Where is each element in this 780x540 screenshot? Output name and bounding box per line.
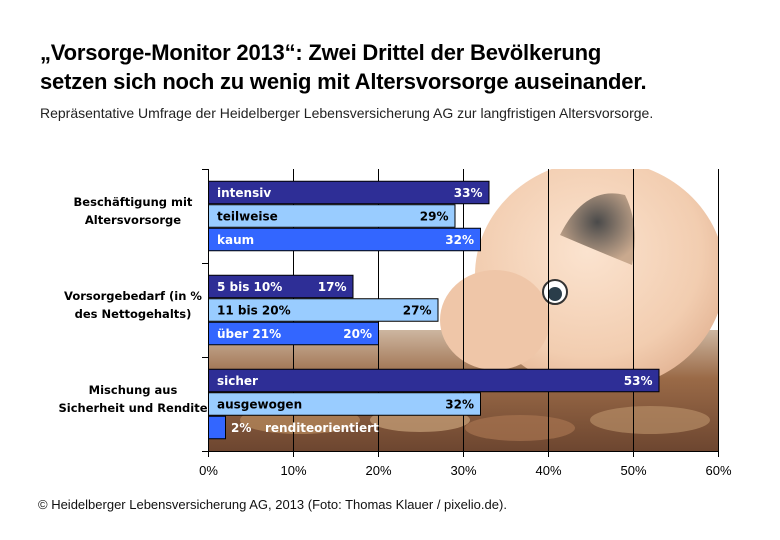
bar-value-label: 17% — [318, 280, 347, 294]
bar — [208, 392, 481, 416]
bar-category-label: über 21% — [217, 327, 281, 341]
coin — [465, 415, 575, 441]
bar-category-label: ausgewogen — [217, 398, 302, 412]
x-tick-label: 60% — [705, 463, 731, 478]
copyright-footer: © Heidelberger Lebensversicherung AG, 20… — [38, 497, 507, 512]
bar — [208, 368, 660, 393]
bar-value-label: 33% — [454, 186, 483, 200]
bar — [208, 415, 226, 440]
pig-snout — [440, 270, 550, 370]
bar-category-label: kaum — [217, 233, 254, 247]
x-tick-label: 10% — [280, 463, 306, 478]
bar-category-label: teilweise — [217, 210, 278, 224]
bar — [208, 321, 379, 346]
category-label: des Nettogehalts) — [75, 307, 192, 321]
bar — [208, 274, 354, 299]
chart-subtitle: Repräsentative Umfrage der Heidelberger … — [40, 105, 654, 121]
bar-value-label: 53% — [624, 374, 653, 388]
title-line-2: setzen sich noch zu wenig mit Altersvors… — [40, 69, 647, 94]
bar-category-label: sicher — [217, 374, 258, 388]
category-label: Mischung aus — [89, 383, 178, 397]
coin — [590, 406, 710, 434]
bar-value-label: 2% — [231, 421, 251, 435]
x-tick-label: 0% — [199, 463, 218, 478]
bar — [208, 227, 481, 252]
bar-value-label: 27% — [403, 304, 432, 318]
bar-category-label: renditeorientiert — [265, 421, 379, 435]
bar — [208, 204, 456, 228]
pig-pupil — [548, 287, 562, 301]
title-line-1: „Vorsorge-Monitor 2013“: Zwei Drittel de… — [40, 40, 602, 65]
pig-ear — [560, 193, 635, 265]
bars: intensiv 33% teilweise 29% kaum 32% 5 bis 10% 1… — [208, 180, 660, 440]
category-label: Vorsorgebedarf (in % — [64, 289, 202, 303]
category-label: Sicherheit und Rendite — [58, 401, 207, 415]
bar-value-label: 29% — [420, 210, 449, 224]
bar-category-label: 11 bis 20% — [217, 304, 291, 318]
category-labels: Beschäftigung mit Altersvorsorge Vorsorgeb… — [58, 195, 207, 415]
bar-value-label: 20% — [343, 327, 372, 341]
chart-title: „Vorsorge-Monitor 2013“: Zwei Drittel de… — [40, 38, 760, 96]
x-tick-label: 30% — [450, 463, 476, 478]
category-label: Beschäftigung mit — [74, 195, 193, 209]
bar-category-label: 5 bis 10% — [217, 280, 282, 294]
bar-value-label: 32% — [445, 398, 474, 412]
x-tick-label: 50% — [620, 463, 646, 478]
bar-value-label: 32% — [445, 233, 474, 247]
bar-category-label: intensiv — [217, 186, 271, 200]
bar — [208, 298, 439, 322]
x-tick-label: 20% — [365, 463, 391, 478]
category-label: Altersvorsorge — [85, 213, 181, 227]
x-tick-label: 40% — [535, 463, 561, 478]
bar — [208, 180, 490, 205]
